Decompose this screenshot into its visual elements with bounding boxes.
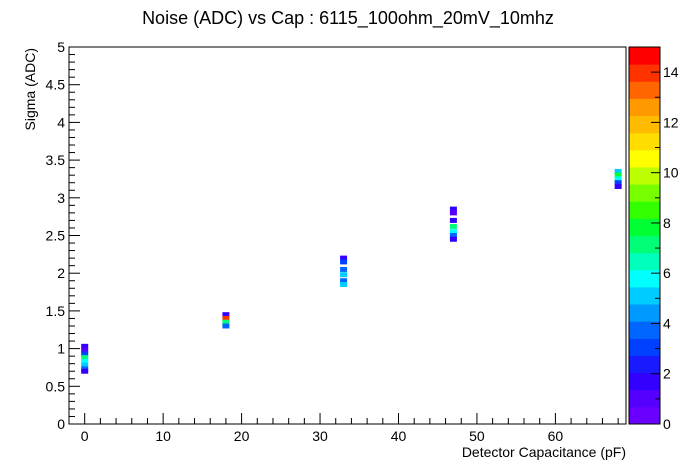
x-tick-label: 40: [391, 428, 407, 444]
heatmap-cell: [614, 176, 622, 182]
palette-swatch: [629, 269, 660, 288]
y-tick-label: 2.5: [46, 228, 66, 244]
heatmap-cell: [340, 266, 348, 272]
palette-swatch: [629, 81, 660, 99]
heatmap-cell: [81, 355, 89, 361]
x-tick-label: 50: [469, 428, 485, 444]
heatmap-cell: [340, 282, 348, 288]
palette-swatch: [629, 389, 660, 408]
palette-tick-label: 6: [663, 265, 671, 281]
palette-swatch: [629, 252, 660, 271]
palette-swatch: [629, 132, 660, 151]
heatmap-cell: [449, 233, 457, 238]
palette-swatch: [629, 218, 660, 236]
palette-swatch: [629, 355, 660, 374]
heatmap-cell: [81, 347, 89, 353]
palette-swatch: [629, 149, 660, 168]
y-tick-label: 3.5: [46, 152, 66, 168]
x-tick-label: 30: [312, 428, 328, 444]
palette-swatch: [629, 98, 660, 117]
heatmap-cell: [614, 180, 622, 186]
palette-tick-label: 10: [663, 165, 679, 181]
heatmap-cell: [614, 183, 622, 189]
heatmap-cell: [81, 351, 89, 357]
heatmap-cell: [449, 223, 457, 229]
palette-swatch: [629, 372, 660, 391]
palette-swatch: [629, 64, 660, 82]
heatmap-cell: [340, 259, 348, 265]
heatmap-cell: [340, 255, 348, 261]
palette-tick-label: 4: [663, 315, 671, 331]
palette-tick-label: 0: [663, 416, 671, 432]
y-tick-label: 0: [57, 416, 65, 432]
x-tick-label: 20: [234, 428, 250, 444]
palette-swatch: [629, 286, 660, 305]
palette-tick-label: 8: [663, 215, 671, 231]
palette-frame: [628, 46, 661, 425]
palette-tick-label: 14: [663, 64, 679, 80]
plot-area: [81, 168, 622, 374]
heatmap-cell: [222, 312, 230, 318]
palette-swatch: [629, 235, 660, 254]
heatmap-cell: [81, 362, 89, 368]
palette-swatch: [629, 184, 660, 202]
plot-frame: [68, 46, 627, 425]
heatmap-cell: [222, 319, 230, 325]
heatmap-cell: [614, 168, 622, 174]
heatmap-cell: [222, 315, 230, 321]
x-tick-label: 0: [81, 428, 89, 444]
palette-swatch: [629, 47, 660, 65]
heatmap-cell: [81, 343, 89, 349]
heatmap-cell: [614, 172, 622, 178]
y-tick-label: 2: [57, 265, 65, 281]
chart-title: Noise (ADC) vs Cap : 6115_100ohm_20mV_10…: [142, 8, 554, 29]
heatmap-cell: [449, 229, 457, 235]
heatmap-cell: [449, 236, 457, 242]
y-tick-label: 5: [57, 39, 65, 55]
x-tick-label: 10: [155, 428, 171, 444]
palette-swatch: [629, 201, 660, 219]
palette-tick-label: 2: [663, 366, 671, 382]
y-tick-label: 1.5: [46, 303, 66, 319]
palette-swatch: [629, 321, 660, 339]
y-tick-label: 0.5: [46, 378, 66, 394]
palette-swatch: [629, 406, 660, 425]
x-axis-label: Detector Capacitance (pF): [462, 444, 626, 460]
heatmap-cell: [222, 323, 230, 329]
y-tick-label: 4.5: [46, 77, 66, 93]
y-tick-label: 3: [57, 190, 65, 206]
heatmap-cell: [340, 272, 348, 278]
palette-swatch: [629, 166, 660, 185]
axes: 0 10 20 30 40 50 60 0 0.5 1 1.5 2 2.5 3 3.5 4 4.5 5: [46, 39, 627, 444]
y-tick-label: 4: [57, 114, 65, 130]
y-axis-label: Sigma (ADC): [22, 48, 38, 130]
x-tick-label: 60: [548, 428, 564, 444]
heatmap-cell: [340, 278, 348, 284]
palette-swatch: [629, 338, 660, 356]
heatmap-cell: [81, 368, 89, 374]
palette-swatch: [629, 304, 660, 322]
heatmap-cell: [449, 210, 457, 216]
heatmap-cell: [449, 217, 457, 223]
palette-tick-label: 12: [663, 114, 679, 130]
color-scale: 0 2 4 6 8 10 12 14: [628, 46, 679, 432]
heatmap-cell: [449, 206, 457, 212]
heatmap-cell: [81, 358, 89, 364]
y-tick-label: 1: [57, 341, 65, 357]
palette-swatch: [629, 115, 660, 134]
